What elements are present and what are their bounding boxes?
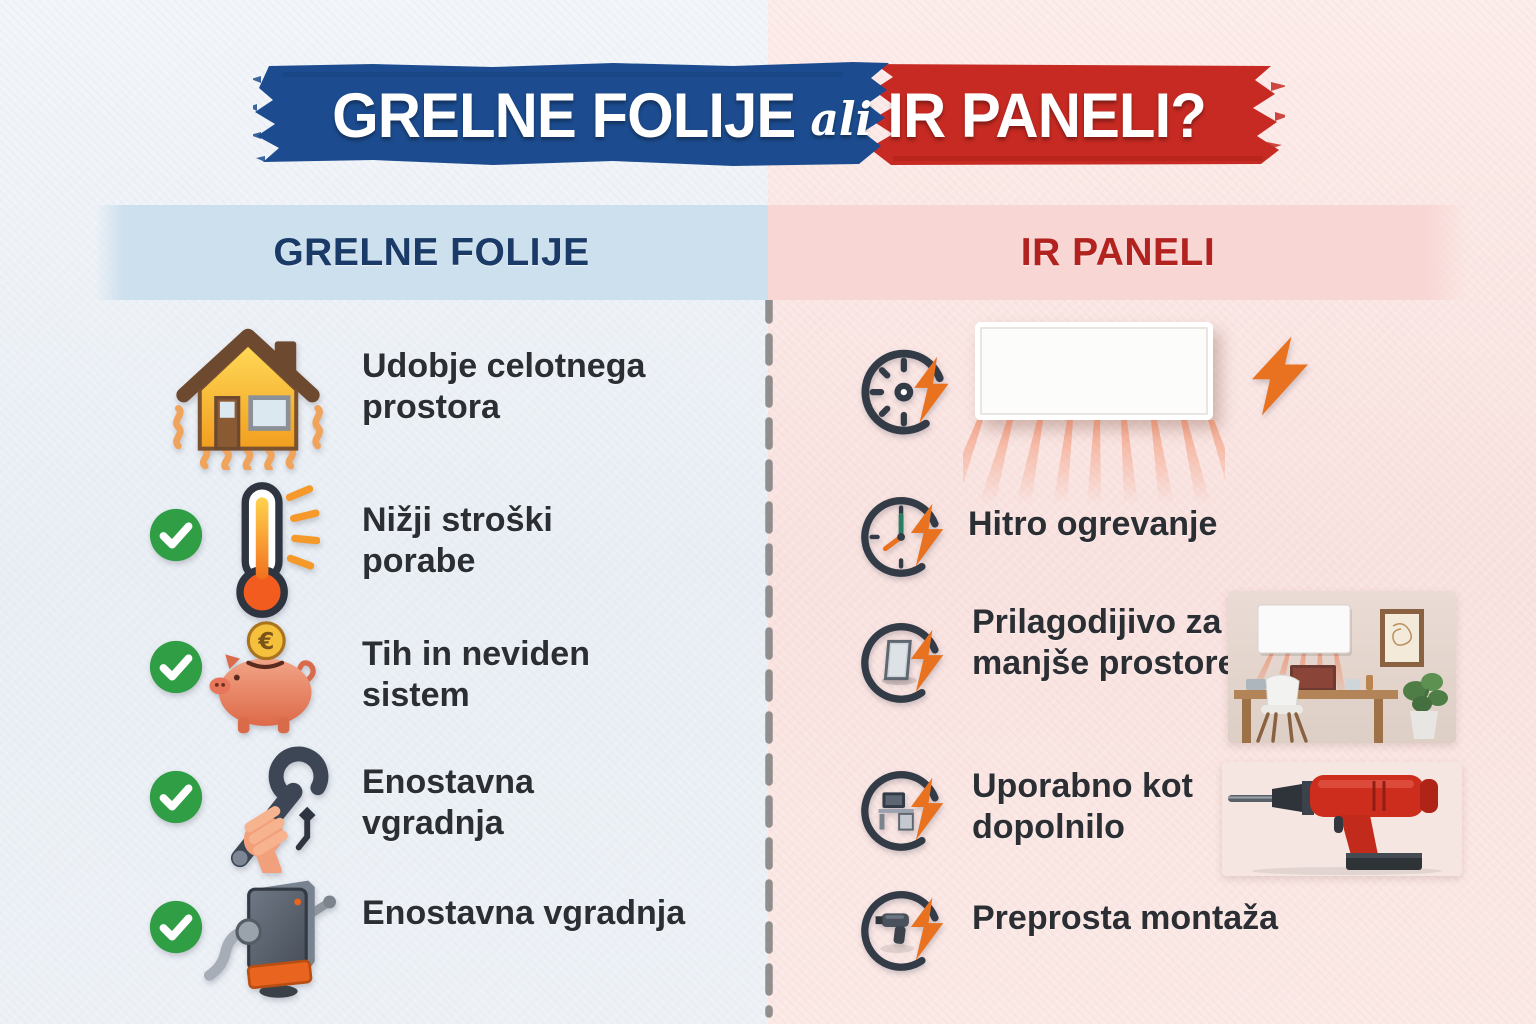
title-connector: ali: [810, 92, 873, 146]
clock-bolt-icon: [861, 497, 944, 577]
check-icon: [149, 508, 203, 562]
title-left-part: GRELNE FOLIJE: [332, 81, 796, 151]
panel-bolt-icon: [861, 623, 944, 703]
benefit-label: Prilagodijivo za manjše prostore: [972, 603, 1237, 682]
dashed-divider: [765, 207, 773, 1018]
title: GRELNE FOLIJE ali IR PANELI?: [279, 60, 1259, 172]
left-column-header: GRELNE FOLIJE: [95, 205, 768, 300]
check-icon: [149, 770, 203, 824]
mounting-clamp-icon: [204, 880, 336, 998]
thermometer-heat-icon: [236, 482, 320, 618]
benefit-label: Uporabno kot dopolnilo: [972, 767, 1193, 846]
title-banner: GRELNE FOLIJE ali IR PANELI?: [253, 60, 1285, 172]
heat-rays: [963, 420, 1225, 504]
speedometer-bolt-icon: [861, 349, 949, 435]
title-right-part: IR PANELI?: [887, 81, 1207, 151]
benefit-label: Enostavna vgradnja: [362, 763, 534, 842]
piggy-bank-euro-icon: €: [209, 621, 316, 734]
lightning-bolt-icon: [1252, 336, 1308, 416]
right-column-header: IR PANELI: [768, 205, 1468, 300]
check-icon: [149, 640, 203, 694]
benefit-label: Enostavna vgradnja: [362, 894, 686, 932]
benefit-label: Udobje celotnega prostora: [362, 347, 646, 426]
heated-house-icon: [173, 328, 323, 470]
workstation-bolt-icon: [861, 771, 944, 851]
benefit-label: Tih in neviden sistem: [362, 635, 590, 714]
svg-text:€: €: [257, 629, 274, 655]
check-icon: [149, 900, 203, 954]
ir-panel-illustration: [975, 322, 1213, 420]
brush-stroke-banner: [253, 62, 1285, 166]
left-background: [0, 0, 768, 1024]
wrench-in-hand-icon: [230, 746, 329, 873]
benefit-label: Hitro ogrevanje: [968, 505, 1218, 543]
desk-room-photo: [1228, 591, 1456, 743]
drill-bolt-icon: [861, 891, 944, 971]
drill-photo: [1222, 762, 1462, 876]
benefit-label: Nižji stroški porabe: [362, 501, 553, 580]
benefit-label: Preprosta montaža: [972, 899, 1279, 937]
